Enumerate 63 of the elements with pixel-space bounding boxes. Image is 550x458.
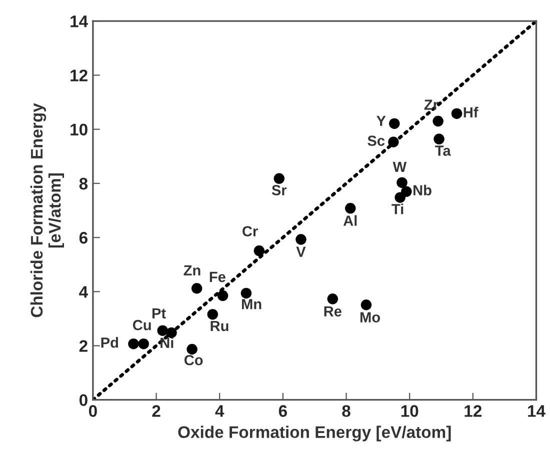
x-tick-label: 4	[215, 405, 224, 417]
x-axis-title: Oxide Formation Energy [eV/atom]	[178, 426, 451, 442]
point	[274, 173, 285, 184]
annotation: Zn	[184, 265, 200, 276]
annotation: V	[296, 246, 306, 257]
annotation: Ta	[435, 146, 451, 156]
point	[394, 192, 406, 203]
point	[327, 294, 338, 304]
x-tick-label: 6	[278, 405, 287, 417]
point	[296, 234, 306, 245]
point	[388, 136, 399, 148]
annotation: Sc	[368, 136, 385, 146]
annotation: Y	[376, 116, 386, 126]
point	[254, 245, 265, 256]
x-tick-label: 12	[464, 405, 482, 417]
x-tick-label: 14	[528, 405, 546, 417]
y-tick-label: 6	[79, 232, 88, 244]
annotation: Pt	[152, 308, 166, 319]
point	[138, 338, 149, 350]
annotation: W	[392, 162, 407, 172]
point	[217, 290, 228, 302]
point	[240, 288, 252, 299]
annotation: Mn	[242, 299, 262, 310]
y-tick-label: 12	[70, 70, 88, 82]
point	[360, 299, 372, 310]
annotation: Co	[184, 354, 203, 366]
y-tick-label: 0	[79, 394, 88, 406]
x-tick-label: 2	[152, 405, 160, 417]
annotation: Ni	[160, 337, 174, 348]
y-tick-label: 2	[79, 340, 88, 352]
point	[434, 134, 444, 144]
y-tick-label: 4	[79, 286, 88, 298]
annotation: Fe	[210, 272, 226, 282]
annotation: Ti	[392, 204, 404, 214]
annotation: Mo	[360, 312, 380, 322]
point	[396, 177, 408, 188]
x-tick-label: 10	[401, 405, 418, 417]
annotation: Hf	[464, 106, 478, 118]
y-axis-title: Chloride Formation Energy [eV/atom]	[30, 103, 64, 318]
annotation: Cr	[242, 226, 258, 236]
annotation: Pd	[101, 337, 118, 348]
x-tick-label: 0	[88, 405, 97, 417]
point	[191, 282, 202, 294]
annotation: Cu	[132, 320, 151, 330]
y-tick-label: 10	[70, 124, 88, 136]
y-tick-label: 14	[70, 16, 88, 28]
annotation: Sr	[272, 185, 287, 196]
point	[157, 325, 168, 336]
x-tick-label: 8	[342, 405, 350, 417]
y-tick-label: 8	[79, 178, 88, 190]
point	[166, 327, 177, 338]
annotation: Re	[324, 306, 342, 317]
point	[389, 118, 400, 129]
point	[345, 202, 356, 214]
point	[432, 116, 444, 127]
point	[451, 108, 462, 119]
point	[128, 338, 139, 350]
annotation: Ru	[210, 320, 228, 332]
annotation: Nb	[414, 184, 432, 196]
point	[186, 344, 198, 355]
point	[207, 308, 218, 320]
point	[401, 186, 412, 197]
annotation: Al	[343, 215, 357, 226]
